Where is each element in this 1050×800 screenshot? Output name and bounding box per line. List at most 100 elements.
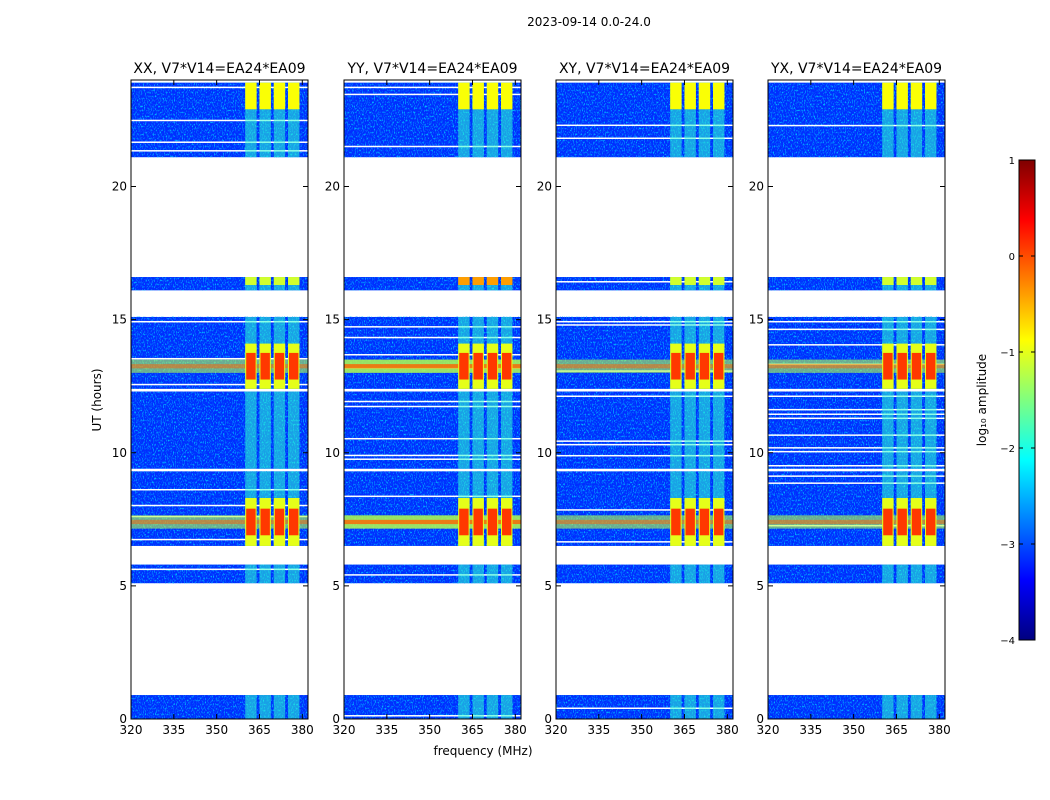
rfi-burst [910,82,923,110]
flagged-row [768,124,945,127]
flagged-row [768,475,945,477]
rfi-channel [698,391,711,469]
rfi-burst [501,82,513,110]
flagged-row [768,320,945,323]
rfi-channel [882,564,894,584]
rfi-channel [486,391,499,469]
rfi-channel [288,564,300,584]
rfi-burst [713,277,725,286]
x-tick-label: 335 [799,723,822,737]
colorbar-tick-label: −1 [1000,348,1015,359]
rfi-burst-core [926,352,936,380]
rfi-channel [458,82,470,158]
rfi-channel [684,695,696,719]
rfi-burst [882,277,894,286]
rfi-burst [288,82,300,110]
rfi-channel [882,391,894,469]
flagged-row [768,328,945,331]
rfi-burst-core [883,352,893,380]
rfi-burst-core [289,508,299,536]
rfi-burst-core [502,352,512,380]
colorbar-tick-label: 0 [1009,252,1015,263]
panel-xx-image [131,82,308,719]
rfi-channel [245,82,257,158]
panel-xy-image [556,82,733,719]
rfi-burst-core [897,508,907,536]
broadband-rfi-core [344,519,521,525]
rfi-burst-core [714,352,724,380]
y-tick-label: 10 [112,446,127,460]
flagged-row [131,150,308,152]
rfi-burst-core [473,508,483,536]
rfi-burst [684,82,696,110]
panel-frame [555,79,734,720]
x-tick-label: 365 [461,723,484,737]
rfi-burst [910,277,923,286]
x-tick-label: 350 [205,723,228,737]
rfi-channel [698,695,711,719]
y-axis-label: UT (hours) [90,368,104,431]
x-tick-label: 365 [673,723,696,737]
rfi-channel [472,695,484,719]
flagged-row [344,715,521,717]
y-tick-label: 20 [325,180,340,194]
y-tick-label: 20 [749,180,764,194]
rfi-burst [458,277,470,286]
y-tick-label: 0 [332,712,340,726]
flagged-row [556,324,733,326]
panel-yx-image [768,82,945,719]
rfi-channel [925,695,937,719]
rfi-channel [458,695,470,719]
panels: XX, V7*V14=EA24*EA09 320 335 350 365 380 0 5 10 1… [112,61,951,737]
panel-frame [767,79,946,720]
rfi-burst [670,82,682,110]
rfi-burst-core [260,352,270,380]
rfi-burst-core [502,508,512,536]
figure-suptitle: 2023-09-14 0.0-24.0 [527,15,651,29]
rfi-burst-core [260,508,270,536]
panel-yy-image [344,82,521,719]
rfi-burst [245,82,257,110]
panel-frame [343,79,522,720]
rfi-channel [670,82,682,158]
rfi-burst [288,277,300,286]
flagged-row [344,454,521,457]
rfi-channel [288,695,300,719]
flagged-row [556,454,733,457]
rfi-channel [486,695,499,719]
flagged-row [768,434,945,436]
rfi-channel [896,564,908,584]
panel-title: YX, V7*V14=EA24*EA09 [770,61,942,77]
y-tick-label: 5 [756,579,764,593]
flagged-row [556,541,733,543]
broadband-rfi-core [768,519,945,525]
rfi-channel [713,82,725,158]
flagged-row [556,707,733,709]
colorbar-tick-label: 1 [1009,156,1015,167]
rfi-channel [288,82,300,158]
x-tick-label: 320 [333,723,356,737]
x-tick-label: 380 [291,723,314,737]
rfi-channel [501,564,513,584]
y-tick-label: 5 [119,579,127,593]
rfi-channel [245,695,257,719]
flagged-row [131,357,308,360]
broadband-rfi-core [556,519,733,525]
flagged-row [768,408,945,411]
flagged-row [131,86,308,89]
rfi-burst [896,277,908,286]
rfi-channel [713,564,725,584]
flagged-row [344,145,521,148]
x-tick-label: 350 [842,723,865,737]
x-tick-label: 350 [418,723,441,737]
rfi-burst-core [897,352,907,380]
rfi-burst [684,277,696,286]
flagged-row [556,137,733,140]
colorbar: −4 −3 −2 −1 0 1 log₁₀ amplitude [975,156,1036,647]
flagged-row [768,395,945,398]
flagged-row [344,400,521,403]
colorbar-ticks: −4 −3 −2 −1 0 1 [1000,156,1035,647]
rfi-channel [670,695,682,719]
rfi-burst-core [911,352,922,380]
rfi-channel [684,564,696,584]
